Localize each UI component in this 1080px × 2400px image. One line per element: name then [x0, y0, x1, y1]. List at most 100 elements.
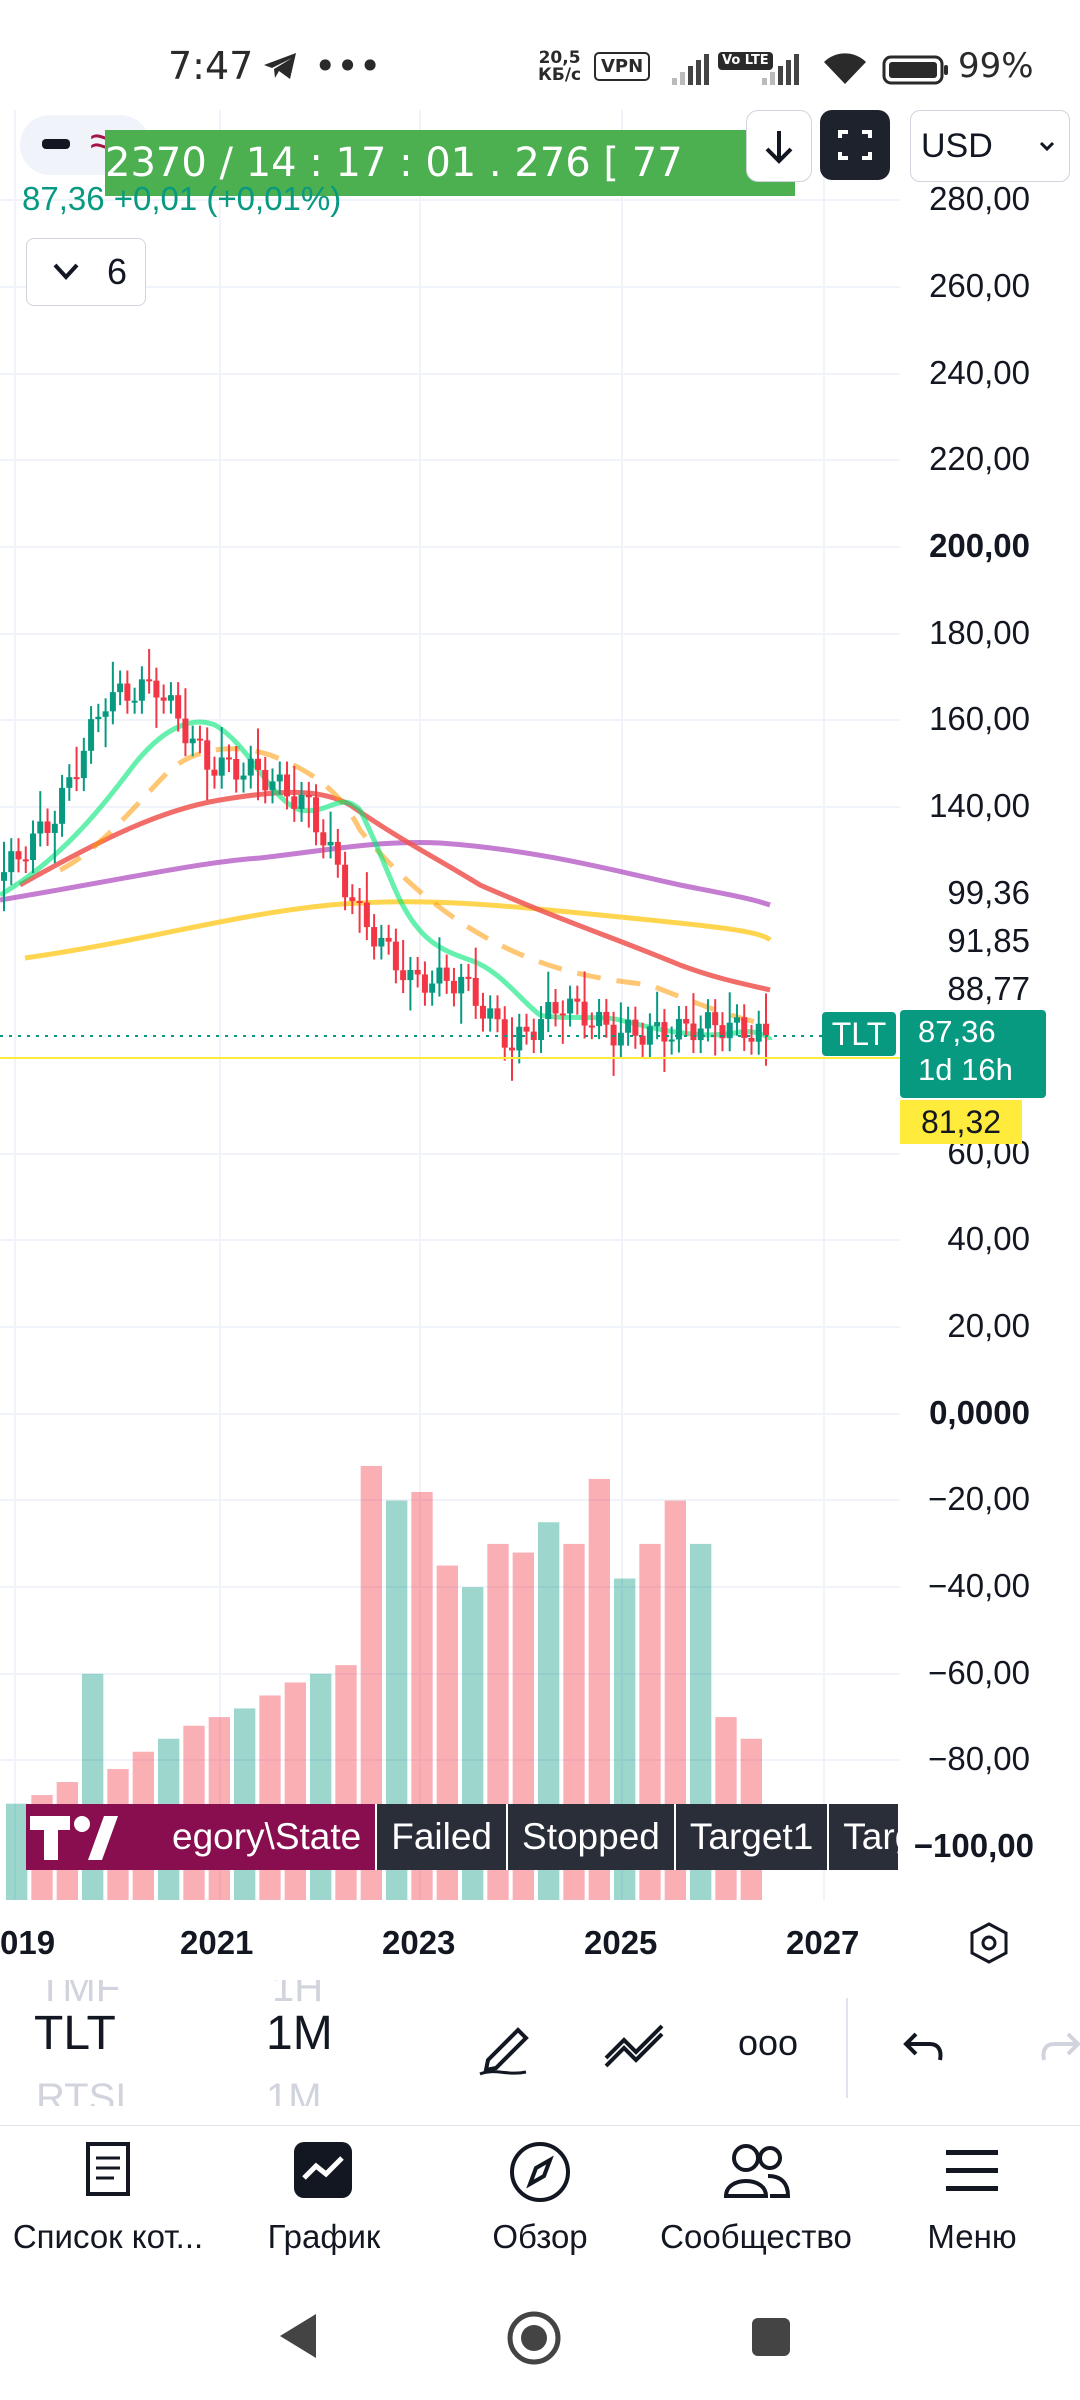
candle-body [66, 777, 73, 788]
candle-body [654, 1022, 661, 1027]
candle-body [204, 740, 211, 770]
nav-label: Список кот... [12, 2218, 204, 2255]
candle-body [240, 775, 247, 780]
candle-body [392, 941, 399, 971]
download-icon [765, 131, 793, 164]
chart-toolbar[interactable]: TMF TLT RTSI 1H 1M 1M ooo [0, 1980, 1080, 2120]
nav-community[interactable]: Сообщество [648, 2126, 864, 2276]
nav-menu[interactable]: Меню [864, 2126, 1080, 2276]
candle-body [472, 977, 479, 1006]
recents-icon[interactable] [750, 2316, 792, 2363]
candle-body [167, 695, 174, 701]
candle-body [211, 769, 218, 776]
candle-body [436, 967, 443, 984]
price-axis-label: 40,00 [947, 1220, 1030, 1257]
candle-body [313, 797, 320, 833]
candle-body [73, 777, 80, 780]
chevron-down-icon [51, 239, 81, 326]
candle-body [429, 983, 436, 993]
candle-body [233, 758, 240, 780]
symbol-next: RTSI [36, 2076, 127, 2106]
back-icon[interactable] [276, 2310, 320, 2367]
symbol-selector[interactable]: TLT [34, 2007, 116, 2060]
signal-icon-2 [760, 52, 802, 90]
candle-body [385, 937, 392, 942]
redo-icon[interactable] [1036, 2022, 1080, 2075]
price-axis-label: 91,85 [947, 922, 1030, 959]
volume-axis-label: −100,00 [913, 1827, 1034, 1864]
watchlist-icon [84, 2140, 134, 2205]
home-icon[interactable] [506, 2310, 562, 2371]
volume-bar [386, 1500, 408, 1900]
strategy-cell: egory\State [172, 1804, 376, 1870]
candle-body [363, 902, 370, 928]
candle-body [494, 1008, 501, 1020]
candles [1, 648, 769, 1081]
candle-body [59, 787, 66, 824]
candle-body [284, 774, 291, 797]
indicators-collapse-button[interactable]: 6 [26, 238, 146, 306]
volume-axis-label: −80,00 [928, 1740, 1030, 1777]
download-button[interactable] [746, 110, 812, 182]
candle-body [269, 781, 276, 791]
candle-body [668, 1039, 675, 1042]
status-bar: 7:47 ••• 20,5 КБ/с VPN Vo LTE 99% [0, 0, 1080, 120]
candle-body [80, 750, 87, 779]
candle-body [15, 851, 22, 860]
candle-body [255, 758, 261, 770]
volte-badge: Vo LTE [718, 52, 773, 70]
candle-body [342, 864, 349, 898]
strategy-table: egory\StateFailedStoppedTarget1Targ [26, 1804, 898, 1870]
ma-purple-line [0, 839, 771, 908]
more-icon[interactable]: ooo [738, 2022, 799, 2063]
candle-body [458, 976, 465, 994]
candle-body [378, 937, 385, 947]
bottom-nav[interactable]: Список кот... График Обзор Сообщество Ме… [0, 2125, 1080, 2276]
chart-settings-icon[interactable] [966, 1920, 1012, 1971]
bar-countdown: 1d 16h [918, 1052, 1013, 1087]
android-nav-bar[interactable] [0, 2280, 1080, 2400]
candle-body [588, 1025, 595, 1028]
tradingview-logo[interactable] [26, 1808, 122, 1866]
candle-body [291, 796, 298, 809]
draw-pen-icon[interactable] [474, 2014, 538, 2083]
minus-icon [42, 139, 70, 149]
nav-label: График [267, 2218, 381, 2255]
candle-body [102, 711, 109, 717]
candle-body [414, 969, 421, 975]
strategy-cell: Stopped [506, 1804, 674, 1870]
currency-value: USD [921, 127, 993, 165]
nav-chart[interactable]: График [216, 2126, 432, 2276]
interval-selector[interactable]: 1M [266, 2007, 333, 2060]
level-price-tag: 81,32 [900, 1100, 1022, 1144]
candle-body [487, 1008, 494, 1019]
candle-body [763, 1023, 769, 1036]
candle-body [400, 970, 407, 981]
candle-body [697, 1028, 704, 1041]
chevron-down-icon [1035, 111, 1059, 205]
nav-label: Сообщество [660, 2218, 852, 2255]
candle-body [8, 851, 15, 873]
nav-watchlist[interactable]: Список кот... [0, 2126, 216, 2276]
candle-body [545, 1002, 552, 1020]
candle-body [175, 695, 182, 719]
candle-body [131, 700, 138, 703]
volume-axis-label: −40,00 [928, 1567, 1030, 1604]
undo-icon[interactable] [900, 2022, 948, 2075]
last-price-tag: 87,36 1d 16h [900, 1010, 1046, 1098]
candle-body [567, 998, 574, 1014]
nav-label: Меню [927, 2218, 1017, 2255]
nav-explore[interactable]: Обзор [432, 2126, 648, 2276]
candle-body [189, 738, 196, 744]
status-time: 7:47 [168, 44, 254, 88]
volume-bar [360, 1465, 382, 1900]
time-axis-label: 2023 [382, 1924, 456, 1961]
candle-body [305, 794, 312, 798]
fullscreen-button[interactable] [820, 110, 890, 180]
indicators-icon[interactable] [602, 2018, 672, 2079]
candle-body [683, 1019, 690, 1024]
currency-select[interactable]: USD [910, 110, 1070, 182]
hamburger-icon [944, 2148, 1000, 2199]
candle-body [22, 859, 29, 862]
price-axis-label: 140,00 [929, 787, 1030, 824]
